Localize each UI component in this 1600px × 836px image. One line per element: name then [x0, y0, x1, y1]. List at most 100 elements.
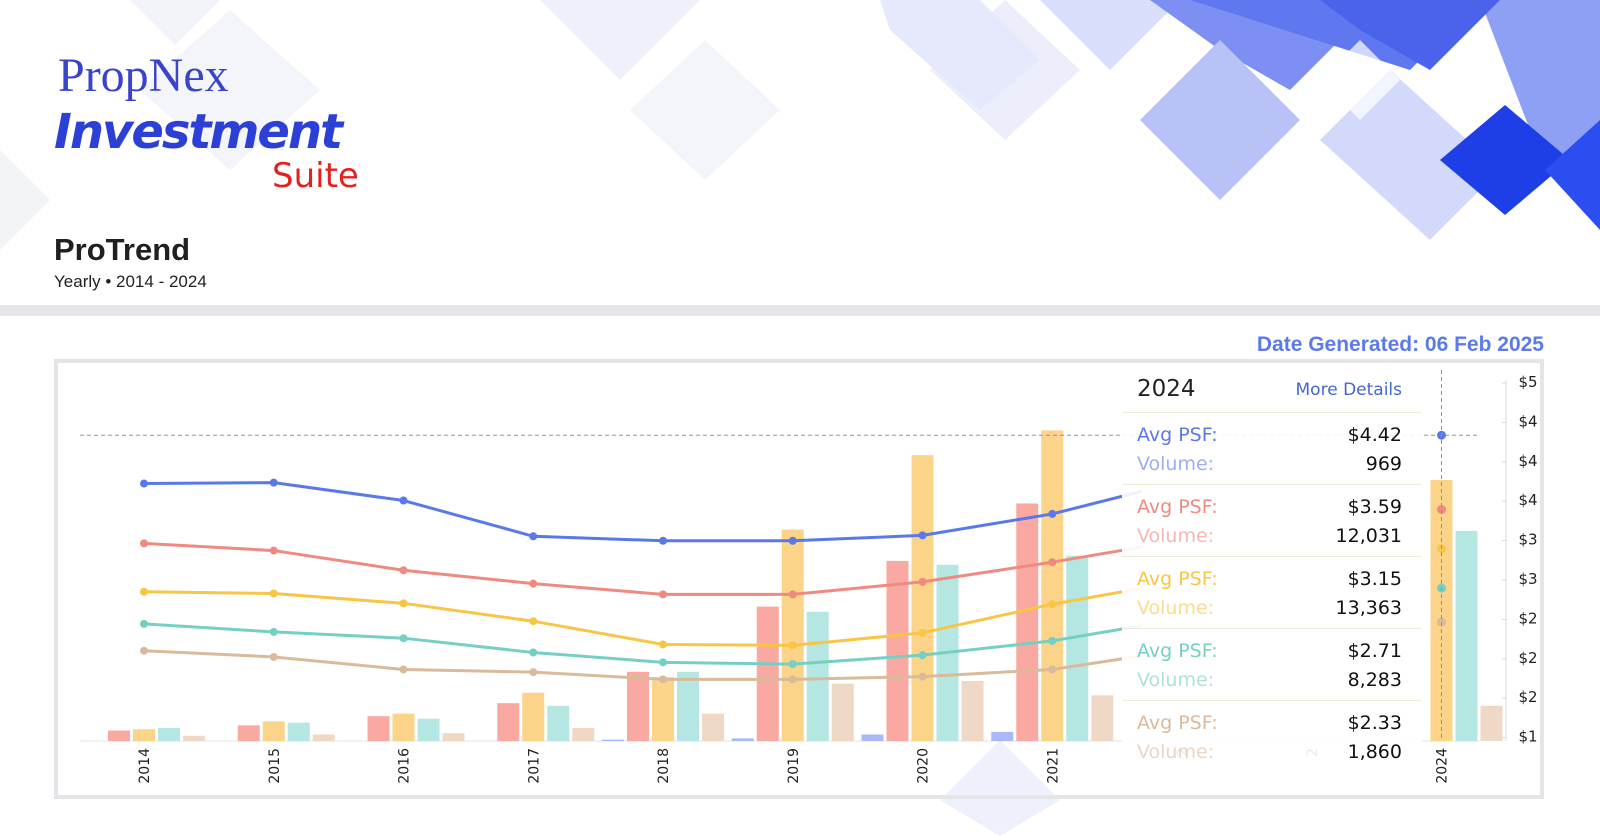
psf-label: Avg PSF:	[1137, 640, 1218, 662]
psf-point	[140, 479, 148, 488]
volume-bar	[911, 455, 934, 741]
y-tick-label: $5	[1518, 373, 1537, 391]
psf-point	[788, 590, 797, 599]
volume-bar	[312, 734, 335, 741]
logo-investment: Investment	[54, 104, 343, 160]
volume-bar	[287, 722, 310, 741]
psf-point	[659, 590, 667, 599]
tooltip-year: 2024	[1137, 376, 1196, 402]
psf-point	[140, 539, 148, 548]
volume-bar	[961, 680, 984, 741]
volume-bar	[108, 730, 130, 741]
psf-point	[269, 478, 278, 487]
volume-bar	[237, 725, 260, 741]
volume-bar	[1016, 503, 1039, 741]
volume-label: Volume:	[1137, 741, 1215, 763]
tooltip-row: Avg PSF: $2.71 Volume: 8,283	[1122, 629, 1422, 701]
volume-label: Volume:	[1137, 453, 1215, 475]
tooltip-row: Avg PSF: $2.33 Volume: 1,860	[1122, 701, 1422, 772]
volume-value: 8,283	[1347, 669, 1402, 691]
psf-point	[269, 652, 278, 661]
x-tick-label: 2018	[656, 748, 672, 784]
volume-bar	[1455, 530, 1478, 741]
y-tick-label: $4	[1518, 412, 1537, 430]
volume-bar	[572, 727, 595, 741]
psf-point	[659, 675, 667, 684]
psf-point	[529, 617, 538, 626]
psf-point-2024	[1437, 504, 1446, 514]
volume-bar	[417, 718, 440, 741]
volume-label: Volume:	[1137, 669, 1215, 691]
page-subtitle: Yearly • 2014 - 2024	[54, 272, 207, 291]
volume-bar	[781, 529, 804, 741]
volume-value: 969	[1365, 453, 1402, 475]
volume-bar	[602, 739, 624, 741]
volume-value: 12,031	[1335, 525, 1402, 547]
y-tick-label: $1	[1518, 728, 1537, 746]
psf-point	[918, 628, 927, 637]
volume-bar	[991, 731, 1014, 741]
volume-bar	[831, 683, 854, 741]
y-tick-label: $4	[1518, 452, 1537, 470]
psf-label: Avg PSF:	[1137, 568, 1218, 590]
psf-value: $2.71	[1347, 640, 1402, 662]
psf-point	[140, 619, 148, 628]
volume-bar	[677, 671, 699, 741]
volume-bar	[861, 734, 884, 741]
x-tick-label: 2024	[1435, 748, 1451, 784]
y-tick-label: $4	[1518, 491, 1537, 509]
psf-value: $4.42	[1347, 424, 1402, 446]
volume-bar	[262, 721, 285, 741]
x-tick-label: 2014	[137, 748, 153, 784]
psf-point	[1048, 600, 1057, 609]
tooltip-row: Avg PSF: $3.15 Volume: 13,363	[1122, 557, 1422, 629]
psf-point	[788, 536, 797, 545]
psf-point	[918, 651, 927, 660]
volume-bar	[1041, 430, 1064, 741]
volume-bar	[392, 713, 415, 741]
volume-bar	[627, 671, 649, 741]
psf-label: Avg PSF:	[1137, 496, 1218, 518]
psf-point	[918, 531, 927, 540]
psf-point	[140, 646, 148, 655]
tooltip-row: Avg PSF: $4.42 Volume: 969	[1122, 413, 1422, 485]
page-title: ProTrend	[54, 232, 191, 267]
volume-bar	[158, 727, 180, 741]
psf-value: $3.59	[1347, 496, 1402, 518]
psf-point	[918, 577, 927, 586]
volume-bar	[497, 703, 520, 741]
psf-point	[269, 627, 278, 636]
volume-bar	[886, 560, 909, 741]
volume-bar	[547, 705, 570, 741]
psf-point	[399, 634, 408, 643]
psf-point	[529, 532, 538, 541]
psf-point	[659, 640, 667, 649]
psf-value: $2.33	[1347, 712, 1402, 734]
volume-bar	[756, 606, 779, 741]
y-tick-label: $2	[1518, 649, 1537, 667]
header-divider	[0, 305, 1600, 316]
logo-propnex: PropNex	[58, 49, 229, 102]
volume-bar	[1066, 555, 1089, 741]
y-tick-label: $2	[1518, 688, 1537, 706]
x-tick-label: 2016	[397, 748, 413, 784]
psf-label: Avg PSF:	[1137, 424, 1218, 446]
y-tick-label: $3	[1518, 531, 1537, 549]
chart-panel	[54, 359, 1544, 799]
volume-bar	[1480, 705, 1503, 741]
psf-point	[269, 589, 278, 598]
x-tick-label: 2015	[267, 748, 283, 784]
volume-bar	[806, 611, 829, 741]
psf-point	[788, 675, 797, 684]
psf-line	[143, 481, 1143, 543]
psf-point	[399, 665, 408, 674]
more-details-link[interactable]: More Details	[1295, 380, 1402, 400]
hover-tooltip: 2024 More Details Avg PSF: $4.42 Volume:…	[1122, 370, 1422, 765]
psf-point	[1048, 636, 1057, 645]
x-tick-label: 2020	[916, 748, 932, 784]
psf-point	[659, 536, 667, 545]
volume-bar	[702, 713, 724, 741]
psf-point	[918, 672, 927, 681]
